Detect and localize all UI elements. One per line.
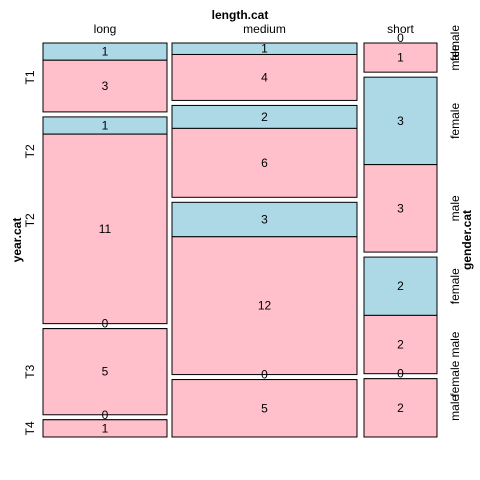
cell-short-T1-male [363,42,438,73]
column-label-medium: medium [243,22,286,36]
cell-medium-T2-male [171,127,358,198]
cell-long-T2-male [42,133,168,325]
cell-short-T3-male [363,314,438,375]
cell-long-T2-male-count: 11 [99,222,112,236]
cell-long-T1-male [42,59,168,113]
cell-long-T3-female-count: 0 [102,317,109,331]
cell-long-T4-female-count: 0 [102,408,109,422]
year-label-T2: T2 [23,213,37,227]
gender-label-T3-female: female [448,268,462,304]
gender-label-T1-male: male [448,44,462,70]
cell-medium-T3-female-count: 3 [261,213,268,227]
year-label-T1: T1 [23,70,37,84]
right-variable-title: gender.cat [460,210,474,270]
cell-medium-T1-male [171,53,358,101]
cell-medium-T1-female-count: 1 [261,42,268,56]
year-label-extra-T2: T2 [23,144,37,158]
cell-medium-T3-male [171,236,358,376]
gender-label-T4-male: male [448,395,462,421]
year-label-T4: T4 [23,421,37,435]
cell-short-T4-male-count: 2 [397,401,404,415]
cell-long-T3-male [42,328,168,416]
cell-short-T3-female [363,256,438,316]
year-label-T3: T3 [23,364,37,378]
cell-medium-T2-male-count: 6 [261,156,268,170]
cell-short-T3-male-count: 2 [397,338,404,352]
cell-short-T2-female [363,76,438,166]
cell-long-T1-female-count: 1 [102,45,109,59]
gender-label-T2-male: male [448,195,462,221]
cell-short-T2-female-count: 3 [397,114,404,128]
cell-long-T1-male-count: 3 [102,79,109,93]
cell-short-T2-male [363,164,438,253]
cell-short-T1-female-count: 0 [397,31,404,45]
cell-long-T4-male-count: 1 [102,421,109,435]
cell-long-T2-female-count: 1 [102,119,109,133]
gender-label-T3-male: male [448,331,462,357]
gender-label-T2-female: female [448,103,462,139]
cell-short-T4-male [363,378,438,438]
gender-label-T4-female: female [448,360,462,396]
cell-short-T3-female-count: 2 [397,279,404,293]
cell-medium-T2-female-count: 2 [261,110,268,124]
cell-medium-T4-male-count: 5 [261,401,268,415]
cell-short-T1-male-count: 1 [397,51,404,65]
cell-short-T4-female-count: 0 [397,367,404,381]
cell-long-T4-male [42,419,168,438]
cell-medium-T4-female-count: 0 [261,368,268,382]
cell-medium-T4-male [171,379,358,438]
gender-label-T1-female: female [448,25,462,61]
cell-medium-T3-female [171,201,358,238]
left-variable-title: year.cat [10,218,24,263]
cell-medium-T3-male-count: 12 [258,299,272,313]
cell-short-T2-male-count: 3 [397,201,404,215]
column-label-short: short [387,22,414,36]
top-variable-title: length.cat [212,8,269,22]
cell-long-T3-male-count: 5 [102,365,109,379]
column-label-long: long [94,22,117,36]
cell-medium-T1-male-count: 4 [261,70,268,84]
